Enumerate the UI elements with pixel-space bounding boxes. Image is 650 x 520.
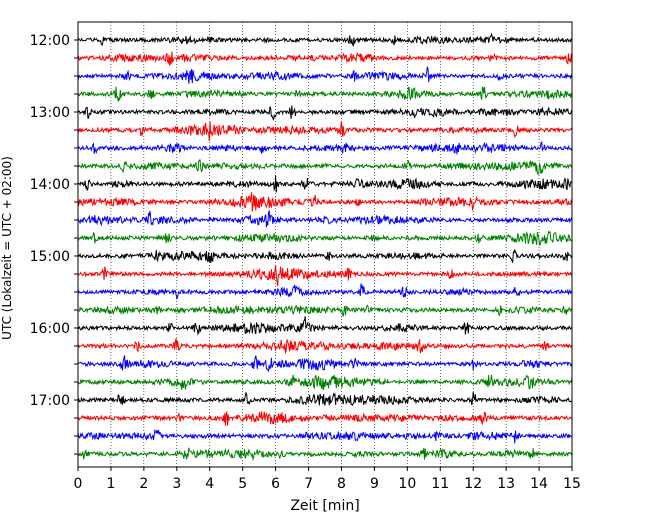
trace-1315 <box>77 121 573 142</box>
x-axis-ticks: 0 1 2 3 4 5 6 7 8 9 10 11 12 13 14 15 <box>74 467 581 492</box>
trace-1445 <box>77 230 572 246</box>
trace-1200 <box>77 32 573 48</box>
trace-1345 <box>77 159 573 176</box>
trace-1545 <box>77 304 573 318</box>
trace-1300 <box>77 105 573 122</box>
trace-1215 <box>77 51 573 66</box>
trace-1600 <box>77 316 573 336</box>
y-tick-label: 14:00 <box>30 177 70 193</box>
trace-1400 <box>77 175 573 193</box>
y-tick-label: 16:00 <box>30 321 70 337</box>
x-tick-label: 0 <box>74 476 83 492</box>
x-tick-label: 4 <box>205 476 214 492</box>
x-tick-label: 6 <box>271 476 280 492</box>
x-tick-label: 11 <box>431 476 449 492</box>
trace-1730 <box>77 428 573 444</box>
y-axis-label: UTC (Lokalzeit = UTC + 02:00) <box>0 156 14 340</box>
x-tick-label: 5 <box>238 476 247 492</box>
trace-1515 <box>77 264 573 287</box>
y-tick-label: 15:00 <box>30 249 70 265</box>
trace-1700 <box>77 391 573 407</box>
x-tick-label: 10 <box>398 476 416 492</box>
trace-1530 <box>77 283 573 300</box>
y-axis-ticks: 12:00 13:00 14:00 15:00 16:00 17:00 <box>30 33 78 455</box>
x-tick-label: 7 <box>304 476 313 492</box>
x-tick-label: 2 <box>139 476 148 492</box>
trace-1745 <box>77 447 573 462</box>
x-tick-label: 3 <box>172 476 181 492</box>
x-tick-label: 13 <box>497 476 515 492</box>
trace-1245 <box>77 86 573 102</box>
y-tick-label: 17:00 <box>30 393 70 409</box>
trace-1645 <box>77 374 573 390</box>
trace-1715 <box>77 410 573 426</box>
trace-1330 <box>77 140 573 155</box>
x-tick-label: 14 <box>530 476 548 492</box>
y-tick-label: 12:00 <box>30 33 70 49</box>
x-tick-label: 8 <box>337 476 346 492</box>
plot-frame <box>77 21 573 468</box>
trace-1615 <box>77 338 573 355</box>
trace-1415 <box>77 192 573 212</box>
x-tick-label: 1 <box>106 476 115 492</box>
y-tick-label: 13:00 <box>30 105 70 121</box>
x-tick-label: 15 <box>563 476 581 492</box>
trace-1500 <box>77 249 573 264</box>
x-tick-label: 12 <box>464 476 482 492</box>
x-tick-label: 9 <box>370 476 379 492</box>
trace-1230 <box>77 65 573 84</box>
trace-group <box>77 32 573 462</box>
trace-1430 <box>77 209 573 228</box>
trace-1630 <box>77 355 573 373</box>
x-axis-label: Zeit [min] <box>290 498 359 514</box>
